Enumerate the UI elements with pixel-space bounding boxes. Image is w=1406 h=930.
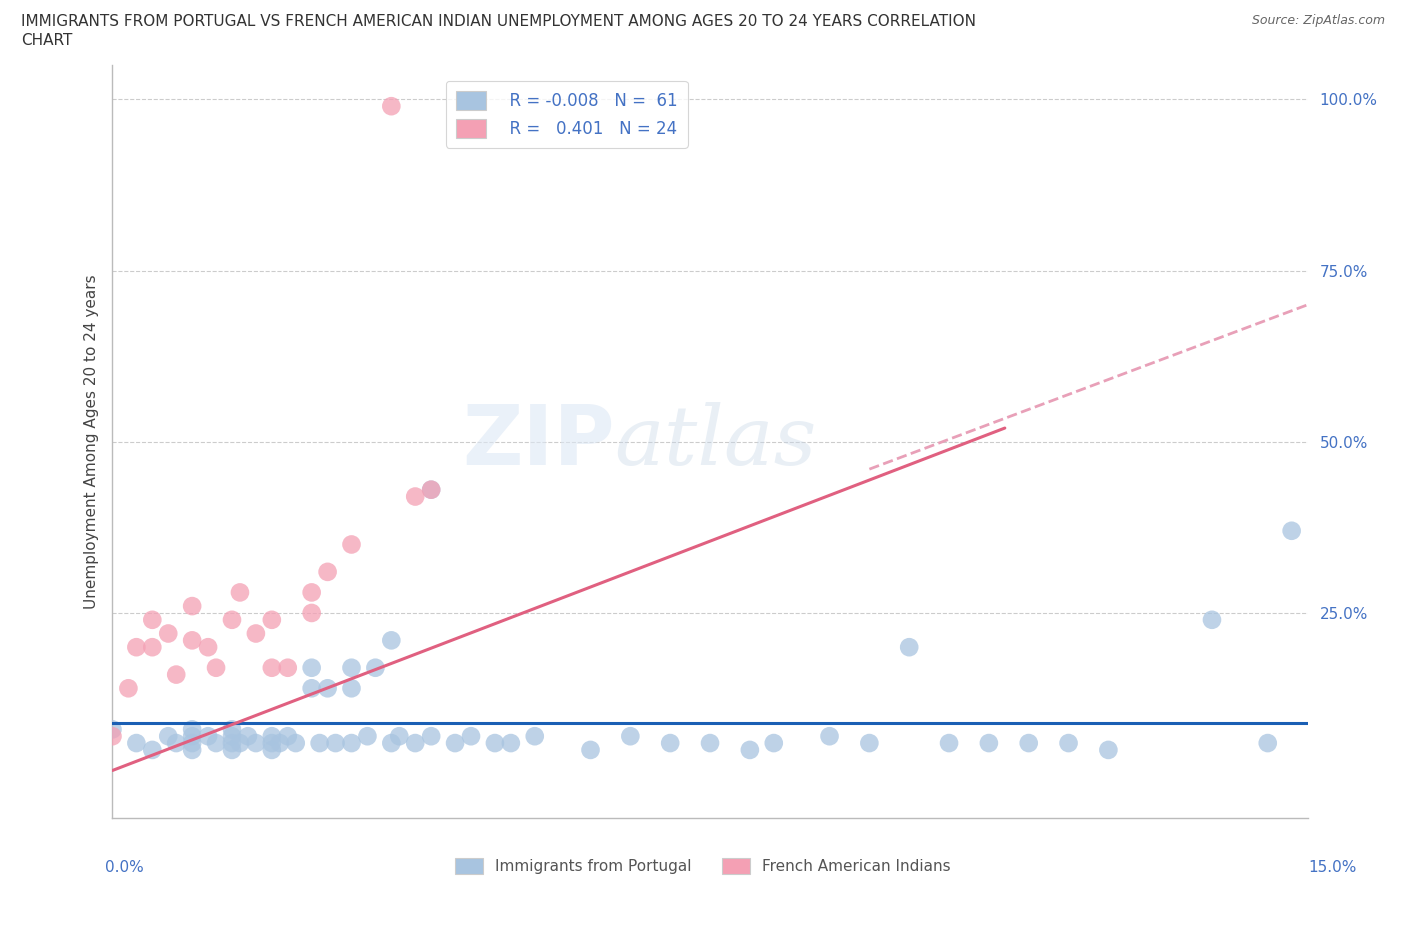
Point [388,729,411,744]
Point [1257,736,1279,751]
Point [380,99,402,113]
Point [260,742,283,757]
Point [340,537,363,551]
Point [380,736,402,751]
Point [1097,742,1119,757]
Point [181,729,204,744]
Point [1201,612,1223,627]
Point [245,736,267,751]
Point [284,736,307,751]
Point [523,729,546,744]
Point [659,736,682,751]
Point [165,667,187,682]
Point [181,736,204,751]
Point [1057,736,1080,751]
Point [484,736,506,751]
Point [1018,736,1040,751]
Point [157,729,180,744]
Point [579,742,602,757]
Point [269,736,291,751]
Point [181,599,204,614]
Point [858,736,880,751]
Legend: Immigrants from Portugal, French American Indians: Immigrants from Portugal, French America… [450,852,956,881]
Point [229,585,252,600]
Point [221,612,243,627]
Point [301,681,323,696]
Y-axis label: Unemployment Among Ages 20 to 24 years: Unemployment Among Ages 20 to 24 years [83,274,98,609]
Point [125,736,148,751]
Point [301,660,323,675]
Text: IMMIGRANTS FROM PORTUGAL VS FRENCH AMERICAN INDIAN UNEMPLOYMENT AMONG AGES 20 TO: IMMIGRANTS FROM PORTUGAL VS FRENCH AMERI… [21,14,976,29]
Point [245,626,267,641]
Point [141,640,163,655]
Point [340,736,363,751]
Point [420,483,443,498]
Point [738,742,761,757]
Point [301,585,323,600]
Point [938,736,960,751]
Point [420,483,443,498]
Point [1281,524,1303,538]
Point [197,729,219,744]
Point [260,660,283,675]
Point [260,729,283,744]
Point [404,736,426,751]
Point [380,633,402,648]
Point [236,729,259,744]
Point [181,722,204,737]
Point [325,736,347,751]
Point [221,736,243,751]
Point [221,742,243,757]
Text: 15.0%: 15.0% [1309,860,1357,875]
Point [205,736,228,751]
Point [364,660,387,675]
Point [356,729,378,744]
Point [260,612,283,627]
Point [301,605,323,620]
Point [619,729,641,744]
Point [197,640,219,655]
Text: Source: ZipAtlas.com: Source: ZipAtlas.com [1251,14,1385,27]
Point [404,489,426,504]
Point [157,626,180,641]
Point [277,660,299,675]
Point [221,729,243,744]
Point [277,729,299,744]
Point [420,729,443,744]
Point [699,736,721,751]
Point [205,660,228,675]
Legend:   R = -0.008   N =  61,   R =   0.401   N = 24: R = -0.008 N = 61, R = 0.401 N = 24 [446,81,688,148]
Point [181,633,204,648]
Point [316,681,339,696]
Point [141,742,163,757]
Point [165,736,187,751]
Point [141,612,163,627]
Point [762,736,785,751]
Point [499,736,522,751]
Point [444,736,467,751]
Point [308,736,330,751]
Point [101,729,124,744]
Text: 0.0%: 0.0% [105,860,145,875]
Point [117,681,139,696]
Point [316,565,339,579]
Point [125,640,148,655]
Text: CHART: CHART [21,33,73,47]
Point [898,640,921,655]
Point [340,681,363,696]
Point [260,736,283,751]
Text: atlas: atlas [614,402,817,482]
Point [977,736,1000,751]
Point [181,742,204,757]
Point [221,722,243,737]
Point [818,729,841,744]
Text: ZIP: ZIP [463,401,614,483]
Point [229,736,252,751]
Point [460,729,482,744]
Point [340,660,363,675]
Point [101,722,124,737]
